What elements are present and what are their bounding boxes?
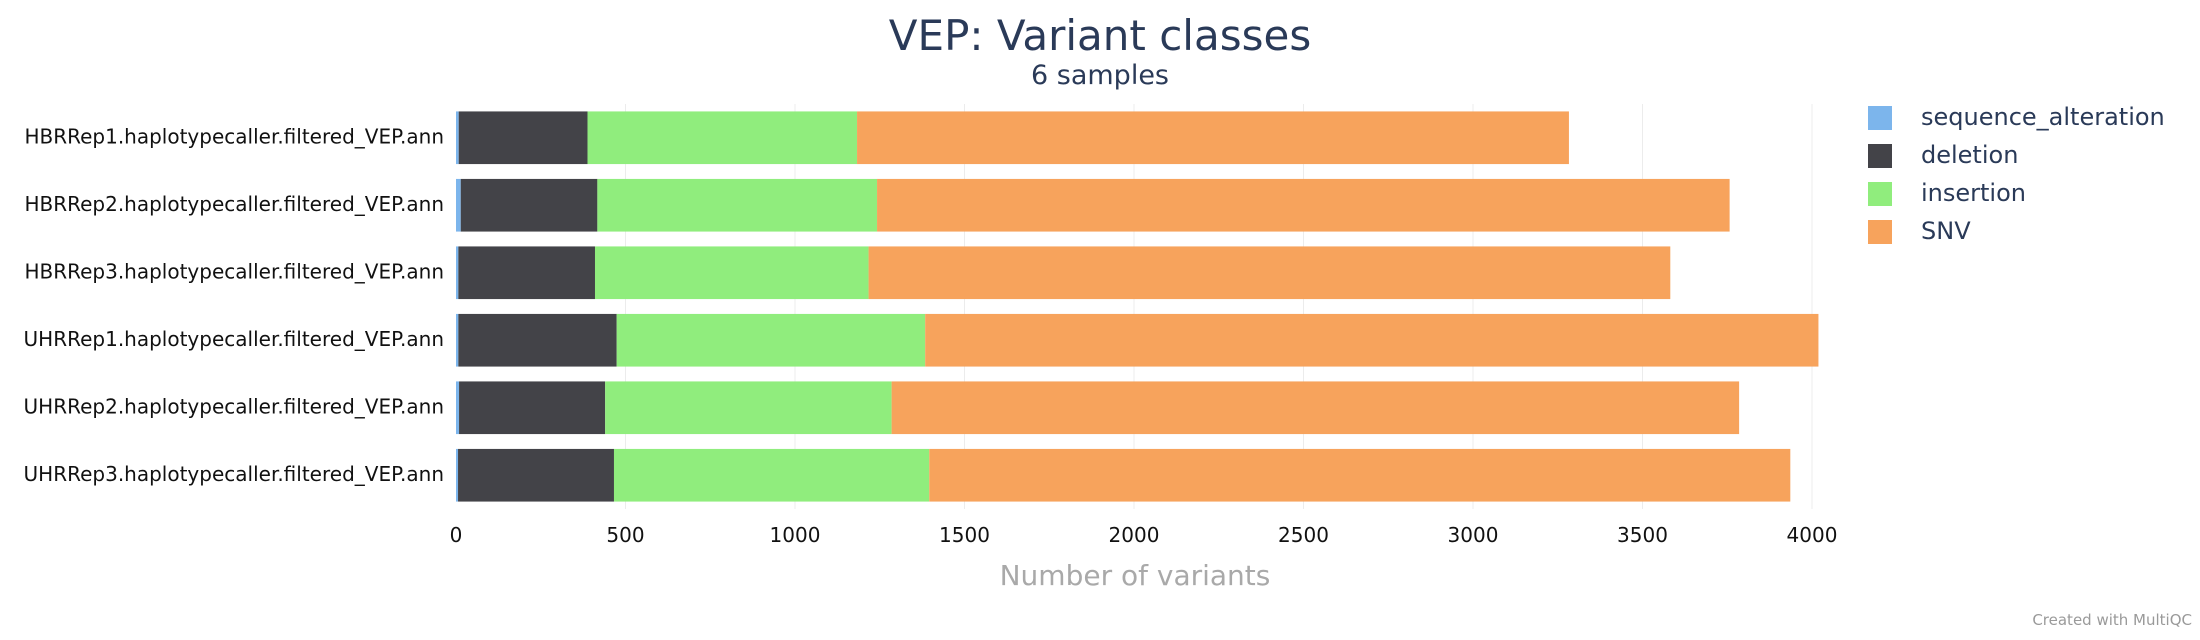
bar-insertion-1[interactable] <box>587 111 858 165</box>
x-axis-ticks: 0 500 1000 1500 2000 2500 3000 3500 4000 <box>450 523 1838 547</box>
bar-insertion-4[interactable] <box>616 313 926 367</box>
category-label: UHRRep1.haplotypecaller.filtered_VEP.ann <box>24 327 444 351</box>
bar-sequence-alteration-4[interactable] <box>456 313 459 367</box>
category-label: HBRRep3.haplotypecaller.filtered_VEP.ann <box>24 259 444 283</box>
credit-text: Created with MultiQC <box>2032 611 2192 629</box>
category-labels: HBRRep1.haplotypecaller.filtered_VEP.ann… <box>24 124 444 486</box>
bar-sequence-alteration-6[interactable] <box>456 448 459 502</box>
legend-item-sequence-alteration[interactable]: sequence_alteration <box>1868 103 2165 131</box>
legend-item-deletion[interactable]: deletion <box>1868 141 2018 169</box>
legend[interactable]: sequence_alteration deletion insertion SNV <box>1868 103 2165 245</box>
legend-swatch <box>1868 182 1892 206</box>
bar-SNV-2[interactable] <box>877 178 1730 232</box>
x-tick-label: 2500 <box>1278 523 1329 547</box>
legend-label: insertion <box>1921 179 2026 207</box>
x-tick-label: 1500 <box>939 523 990 547</box>
legend-swatch <box>1868 220 1892 244</box>
bar-insertion-5[interactable] <box>605 381 892 435</box>
bar-deletion-5[interactable] <box>459 381 606 435</box>
legend-item-SNV[interactable]: SNV <box>1868 217 1971 245</box>
bar-SNV-4[interactable] <box>925 313 1819 367</box>
x-tick-label: 4000 <box>1787 523 1838 547</box>
legend-label: deletion <box>1921 141 2018 169</box>
x-tick-label: 3500 <box>1617 523 1668 547</box>
legend-label: sequence_alteration <box>1921 103 2165 131</box>
bar-deletion-3[interactable] <box>458 246 595 300</box>
x-tick-label: 1000 <box>770 523 821 547</box>
legend-swatch <box>1868 144 1892 168</box>
bar-sequence-alteration-5[interactable] <box>456 381 460 435</box>
bar-SNV-1[interactable] <box>857 111 1569 165</box>
x-tick-label: 0 <box>450 523 463 547</box>
x-tick-label: 3000 <box>1448 523 1499 547</box>
bar-deletion-6[interactable] <box>458 448 614 502</box>
bar-SNV-3[interactable] <box>868 246 1671 300</box>
bar-deletion-1[interactable] <box>458 111 588 165</box>
category-label: HBRRep1.haplotypecaller.filtered_VEP.ann <box>24 124 444 148</box>
bar-SNV-6[interactable] <box>929 448 1791 502</box>
legend-label: SNV <box>1921 217 1971 245</box>
bar-deletion-2[interactable] <box>460 178 598 232</box>
x-axis-title: Number of variants <box>1000 559 1271 592</box>
bar-sequence-alteration-2[interactable] <box>456 178 461 232</box>
category-label: UHRRep3.haplotypecaller.filtered_VEP.ann <box>24 462 444 486</box>
bars <box>456 111 1819 502</box>
x-tick-label: 2000 <box>1109 523 1160 547</box>
category-label: UHRRep2.haplotypecaller.filtered_VEP.ann <box>24 394 444 418</box>
bar-sequence-alteration-1[interactable] <box>456 111 459 165</box>
bar-sequence-alteration-3[interactable] <box>456 246 459 300</box>
chart-title: VEP: Variant classes <box>889 11 1311 60</box>
legend-item-insertion[interactable]: insertion <box>1868 179 2026 207</box>
bar-SNV-5[interactable] <box>891 381 1740 435</box>
chart-subtitle: 6 samples <box>1031 60 1169 91</box>
bar-insertion-6[interactable] <box>613 448 930 502</box>
category-label: HBRRep2.haplotypecaller.filtered_VEP.ann <box>24 192 444 216</box>
bar-insertion-3[interactable] <box>594 246 869 300</box>
legend-swatch <box>1868 106 1892 130</box>
x-tick-label: 500 <box>606 523 644 547</box>
bar-deletion-4[interactable] <box>458 313 617 367</box>
bar-insertion-2[interactable] <box>597 178 878 232</box>
grid <box>625 104 1813 509</box>
